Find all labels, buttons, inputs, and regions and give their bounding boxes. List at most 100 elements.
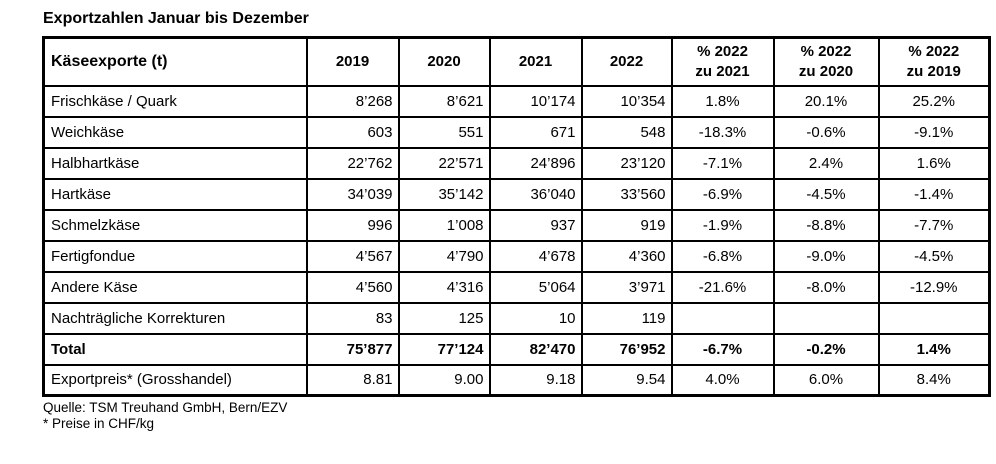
- column-header-pct-2022-vs-2021: % 2022 zu 2021: [670, 36, 775, 87]
- table-row-fertigfondue: Fertigfondue 4’567 4’790 4’678 4’360 -6.…: [42, 239, 991, 273]
- value-cell-2022: 33’560: [580, 177, 673, 211]
- value-cell-2020: 35’142: [397, 177, 491, 211]
- value-cell-2020: 9.00: [397, 363, 491, 397]
- column-header-pct-2022-vs-2020: % 2022 zu 2020: [772, 36, 880, 87]
- value-cell-2019: 75’877: [305, 332, 400, 366]
- pct-cell-vs-2019: -7.7%: [877, 208, 991, 242]
- column-header-2022: 2022: [580, 36, 673, 87]
- pct-cell-vs-2021: 4.0%: [670, 363, 775, 397]
- product-name-cell: Nachträgliche Korrekturen: [42, 301, 308, 335]
- value-cell-2019: 996: [305, 208, 400, 242]
- value-cell-2020: 125: [397, 301, 491, 335]
- value-cell-2019: 22’762: [305, 146, 400, 180]
- value-cell-2022: 548: [580, 115, 673, 149]
- pct-cell-vs-2020: -0.2%: [772, 332, 880, 366]
- pct-cell-vs-2021: -6.7%: [670, 332, 775, 366]
- value-cell-2022: 10’354: [580, 84, 673, 118]
- value-cell-2021: 36’040: [488, 177, 583, 211]
- table-row-nachtraegliche-korrekturen: Nachträgliche Korrekturen 83 125 10 119: [42, 301, 991, 335]
- value-cell-2020: 551: [397, 115, 491, 149]
- pct-cell-vs-2021: -18.3%: [670, 115, 775, 149]
- value-cell-2022: 119: [580, 301, 673, 335]
- pct-header-line: % 2022: [697, 42, 748, 60]
- pct-cell-vs-2020: -0.6%: [772, 115, 880, 149]
- source-note: Quelle: TSM Treuhand GmbH, Bern/EZV: [43, 400, 288, 415]
- value-cell-2020: 4’790: [397, 239, 491, 273]
- value-cell-2021: 4’678: [488, 239, 583, 273]
- value-cell-2021: 24’896: [488, 146, 583, 180]
- pct-cell-vs-2019: -12.9%: [877, 270, 991, 304]
- value-cell-2019: 4’567: [305, 239, 400, 273]
- value-cell-2021: 82’470: [488, 332, 583, 366]
- product-name-cell: Schmelzkäse: [42, 208, 308, 242]
- price-note: * Preise in CHF/kg: [43, 416, 155, 431]
- pct-cell-vs-2020: -9.0%: [772, 239, 880, 273]
- pct-cell-vs-2020: 2.4%: [772, 146, 880, 180]
- value-cell-2020: 22’571: [397, 146, 491, 180]
- value-cell-2019: 8’268: [305, 84, 400, 118]
- pct-cell-vs-2021: 1.8%: [670, 84, 775, 118]
- product-name-cell: Halbhartkäse: [42, 146, 308, 180]
- product-name-cell: Andere Käse: [42, 270, 308, 304]
- pct-cell-vs-2021: -7.1%: [670, 146, 775, 180]
- product-name-cell: Total: [42, 332, 308, 366]
- value-cell-2020: 1’008: [397, 208, 491, 242]
- table-row-hartkaese: Hartkäse 34’039 35’142 36’040 33’560 -6.…: [42, 177, 991, 211]
- value-cell-2021: 9.18: [488, 363, 583, 397]
- footnotes: Quelle: TSM Treuhand GmbH, Bern/EZV * Pr…: [43, 400, 996, 432]
- column-header-2019: 2019: [305, 36, 400, 87]
- pct-cell-vs-2019: 25.2%: [877, 84, 991, 118]
- product-name-cell: Frischkäse / Quark: [42, 84, 308, 118]
- pct-header-line: zu 2019: [906, 62, 961, 80]
- pct-cell-vs-2021: [670, 301, 775, 335]
- value-cell-2020: 4’316: [397, 270, 491, 304]
- pct-cell-vs-2019: 1.4%: [877, 332, 991, 366]
- pct-cell-vs-2020: [772, 301, 880, 335]
- value-cell-2022: 23’120: [580, 146, 673, 180]
- value-cell-2021: 10: [488, 301, 583, 335]
- value-cell-2020: 8’621: [397, 84, 491, 118]
- export-table: Käseexporte (t) 2019 2020 2021 2022 % 20…: [42, 36, 991, 397]
- value-cell-2021: 937: [488, 208, 583, 242]
- pct-cell-vs-2019: 1.6%: [877, 146, 991, 180]
- page-title: Exportzahlen Januar bis Dezember: [43, 10, 309, 27]
- value-cell-2021: 671: [488, 115, 583, 149]
- table-header-row: Käseexporte (t) 2019 2020 2021 2022 % 20…: [42, 36, 991, 87]
- pct-cell-vs-2021: -1.9%: [670, 208, 775, 242]
- value-cell-2019: 603: [305, 115, 400, 149]
- value-cell-2022: 919: [580, 208, 673, 242]
- table-row-exportpreis: Exportpreis* (Grosshandel) 8.81 9.00 9.1…: [42, 363, 991, 397]
- table-row-andere-kaese: Andere Käse 4’560 4’316 5’064 3’971 -21.…: [42, 270, 991, 304]
- column-header-2020: 2020: [397, 36, 491, 87]
- pct-cell-vs-2019: -9.1%: [877, 115, 991, 149]
- column-header-product: Käseexporte (t): [42, 36, 308, 87]
- table-row-frischkaese: Frischkäse / Quark 8’268 8’621 10’174 10…: [42, 84, 991, 118]
- pct-cell-vs-2019: -4.5%: [877, 239, 991, 273]
- pct-cell-vs-2020: 6.0%: [772, 363, 880, 397]
- pct-cell-vs-2019: 8.4%: [877, 363, 991, 397]
- pct-cell-vs-2019: [877, 301, 991, 335]
- value-cell-2022: 76’952: [580, 332, 673, 366]
- value-cell-2022: 9.54: [580, 363, 673, 397]
- value-cell-2020: 77’124: [397, 332, 491, 366]
- table-row-weichkaese: Weichkäse 603 551 671 548 -18.3% -0.6% -…: [42, 115, 991, 149]
- column-header-pct-2022-vs-2019: % 2022 zu 2019: [877, 36, 991, 87]
- value-cell-2019: 4’560: [305, 270, 400, 304]
- pct-cell-vs-2020: -8.8%: [772, 208, 880, 242]
- value-cell-2021: 5’064: [488, 270, 583, 304]
- table-row-schmelzkaese: Schmelzkäse 996 1’008 937 919 -1.9% -8.8…: [42, 208, 991, 242]
- product-name-cell: Hartkäse: [42, 177, 308, 211]
- value-cell-2019: 83: [305, 301, 400, 335]
- value-cell-2021: 10’174: [488, 84, 583, 118]
- column-header-2021: 2021: [488, 36, 583, 87]
- table-row-halbhartkaese: Halbhartkäse 22’762 22’571 24’896 23’120…: [42, 146, 991, 180]
- product-name-cell: Exportpreis* (Grosshandel): [42, 363, 308, 397]
- pct-header-line: % 2022: [800, 42, 852, 60]
- table-row-total: Total 75’877 77’124 82’470 76’952 -6.7% …: [42, 332, 991, 366]
- document-page: Exportzahlen Januar bis Dezember Käseexp…: [42, 10, 996, 432]
- product-name-cell: Fertigfondue: [42, 239, 308, 273]
- pct-cell-vs-2020: -8.0%: [772, 270, 880, 304]
- value-cell-2022: 3’971: [580, 270, 673, 304]
- pct-cell-vs-2019: -1.4%: [877, 177, 991, 211]
- product-name-cell: Weichkäse: [42, 115, 308, 149]
